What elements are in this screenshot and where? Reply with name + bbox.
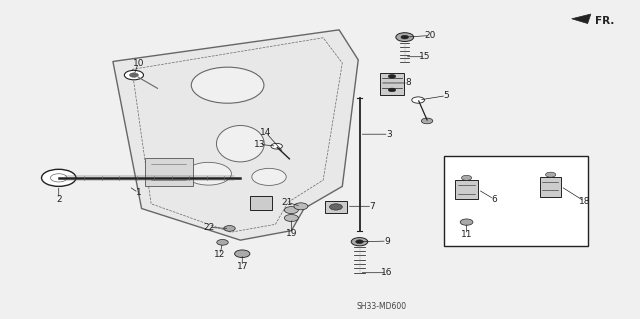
Circle shape <box>42 169 76 186</box>
Text: 17: 17 <box>237 262 248 271</box>
Text: 15: 15 <box>419 52 431 61</box>
Text: 5: 5 <box>444 91 449 100</box>
Circle shape <box>356 240 364 244</box>
Circle shape <box>421 118 433 124</box>
Circle shape <box>271 143 282 149</box>
Circle shape <box>224 226 236 231</box>
Polygon shape <box>250 196 272 210</box>
Circle shape <box>129 73 138 77</box>
Text: 19: 19 <box>285 229 297 238</box>
Text: 13: 13 <box>253 140 265 149</box>
Circle shape <box>252 168 286 185</box>
Text: 8: 8 <box>405 78 411 87</box>
Circle shape <box>330 204 342 210</box>
Circle shape <box>461 175 472 180</box>
Circle shape <box>545 172 556 177</box>
Text: 6: 6 <box>491 195 497 204</box>
Circle shape <box>294 203 308 210</box>
Text: SH33-MD600: SH33-MD600 <box>357 302 407 311</box>
Circle shape <box>388 88 396 92</box>
Text: 12: 12 <box>214 250 226 259</box>
Polygon shape <box>455 180 478 199</box>
Text: 14: 14 <box>260 128 271 137</box>
Circle shape <box>351 238 368 246</box>
Text: 9: 9 <box>384 237 390 246</box>
Circle shape <box>124 70 143 80</box>
Circle shape <box>186 162 232 185</box>
Text: 3: 3 <box>386 130 392 139</box>
Polygon shape <box>540 177 561 197</box>
Circle shape <box>191 67 264 103</box>
Text: 22: 22 <box>203 223 214 232</box>
Text: 16: 16 <box>381 268 393 277</box>
Text: 20: 20 <box>424 31 435 40</box>
Circle shape <box>412 97 424 103</box>
Text: 21: 21 <box>281 198 292 207</box>
Text: 7: 7 <box>369 202 375 211</box>
Text: FR.: FR. <box>595 16 614 26</box>
Circle shape <box>396 33 413 41</box>
Circle shape <box>460 219 473 225</box>
Ellipse shape <box>216 125 264 162</box>
FancyBboxPatch shape <box>444 156 588 247</box>
Circle shape <box>217 240 228 245</box>
Polygon shape <box>572 14 591 24</box>
FancyBboxPatch shape <box>145 158 193 186</box>
Polygon shape <box>113 30 358 240</box>
Text: 2: 2 <box>56 195 61 204</box>
Text: 18: 18 <box>579 197 590 206</box>
Circle shape <box>388 74 396 78</box>
Polygon shape <box>325 201 347 213</box>
Text: 11: 11 <box>461 230 472 239</box>
Circle shape <box>284 214 298 221</box>
Text: 1: 1 <box>136 188 141 197</box>
Circle shape <box>401 35 408 39</box>
Circle shape <box>284 207 298 214</box>
Circle shape <box>235 250 250 257</box>
Polygon shape <box>380 72 404 95</box>
Text: 10: 10 <box>132 59 144 68</box>
